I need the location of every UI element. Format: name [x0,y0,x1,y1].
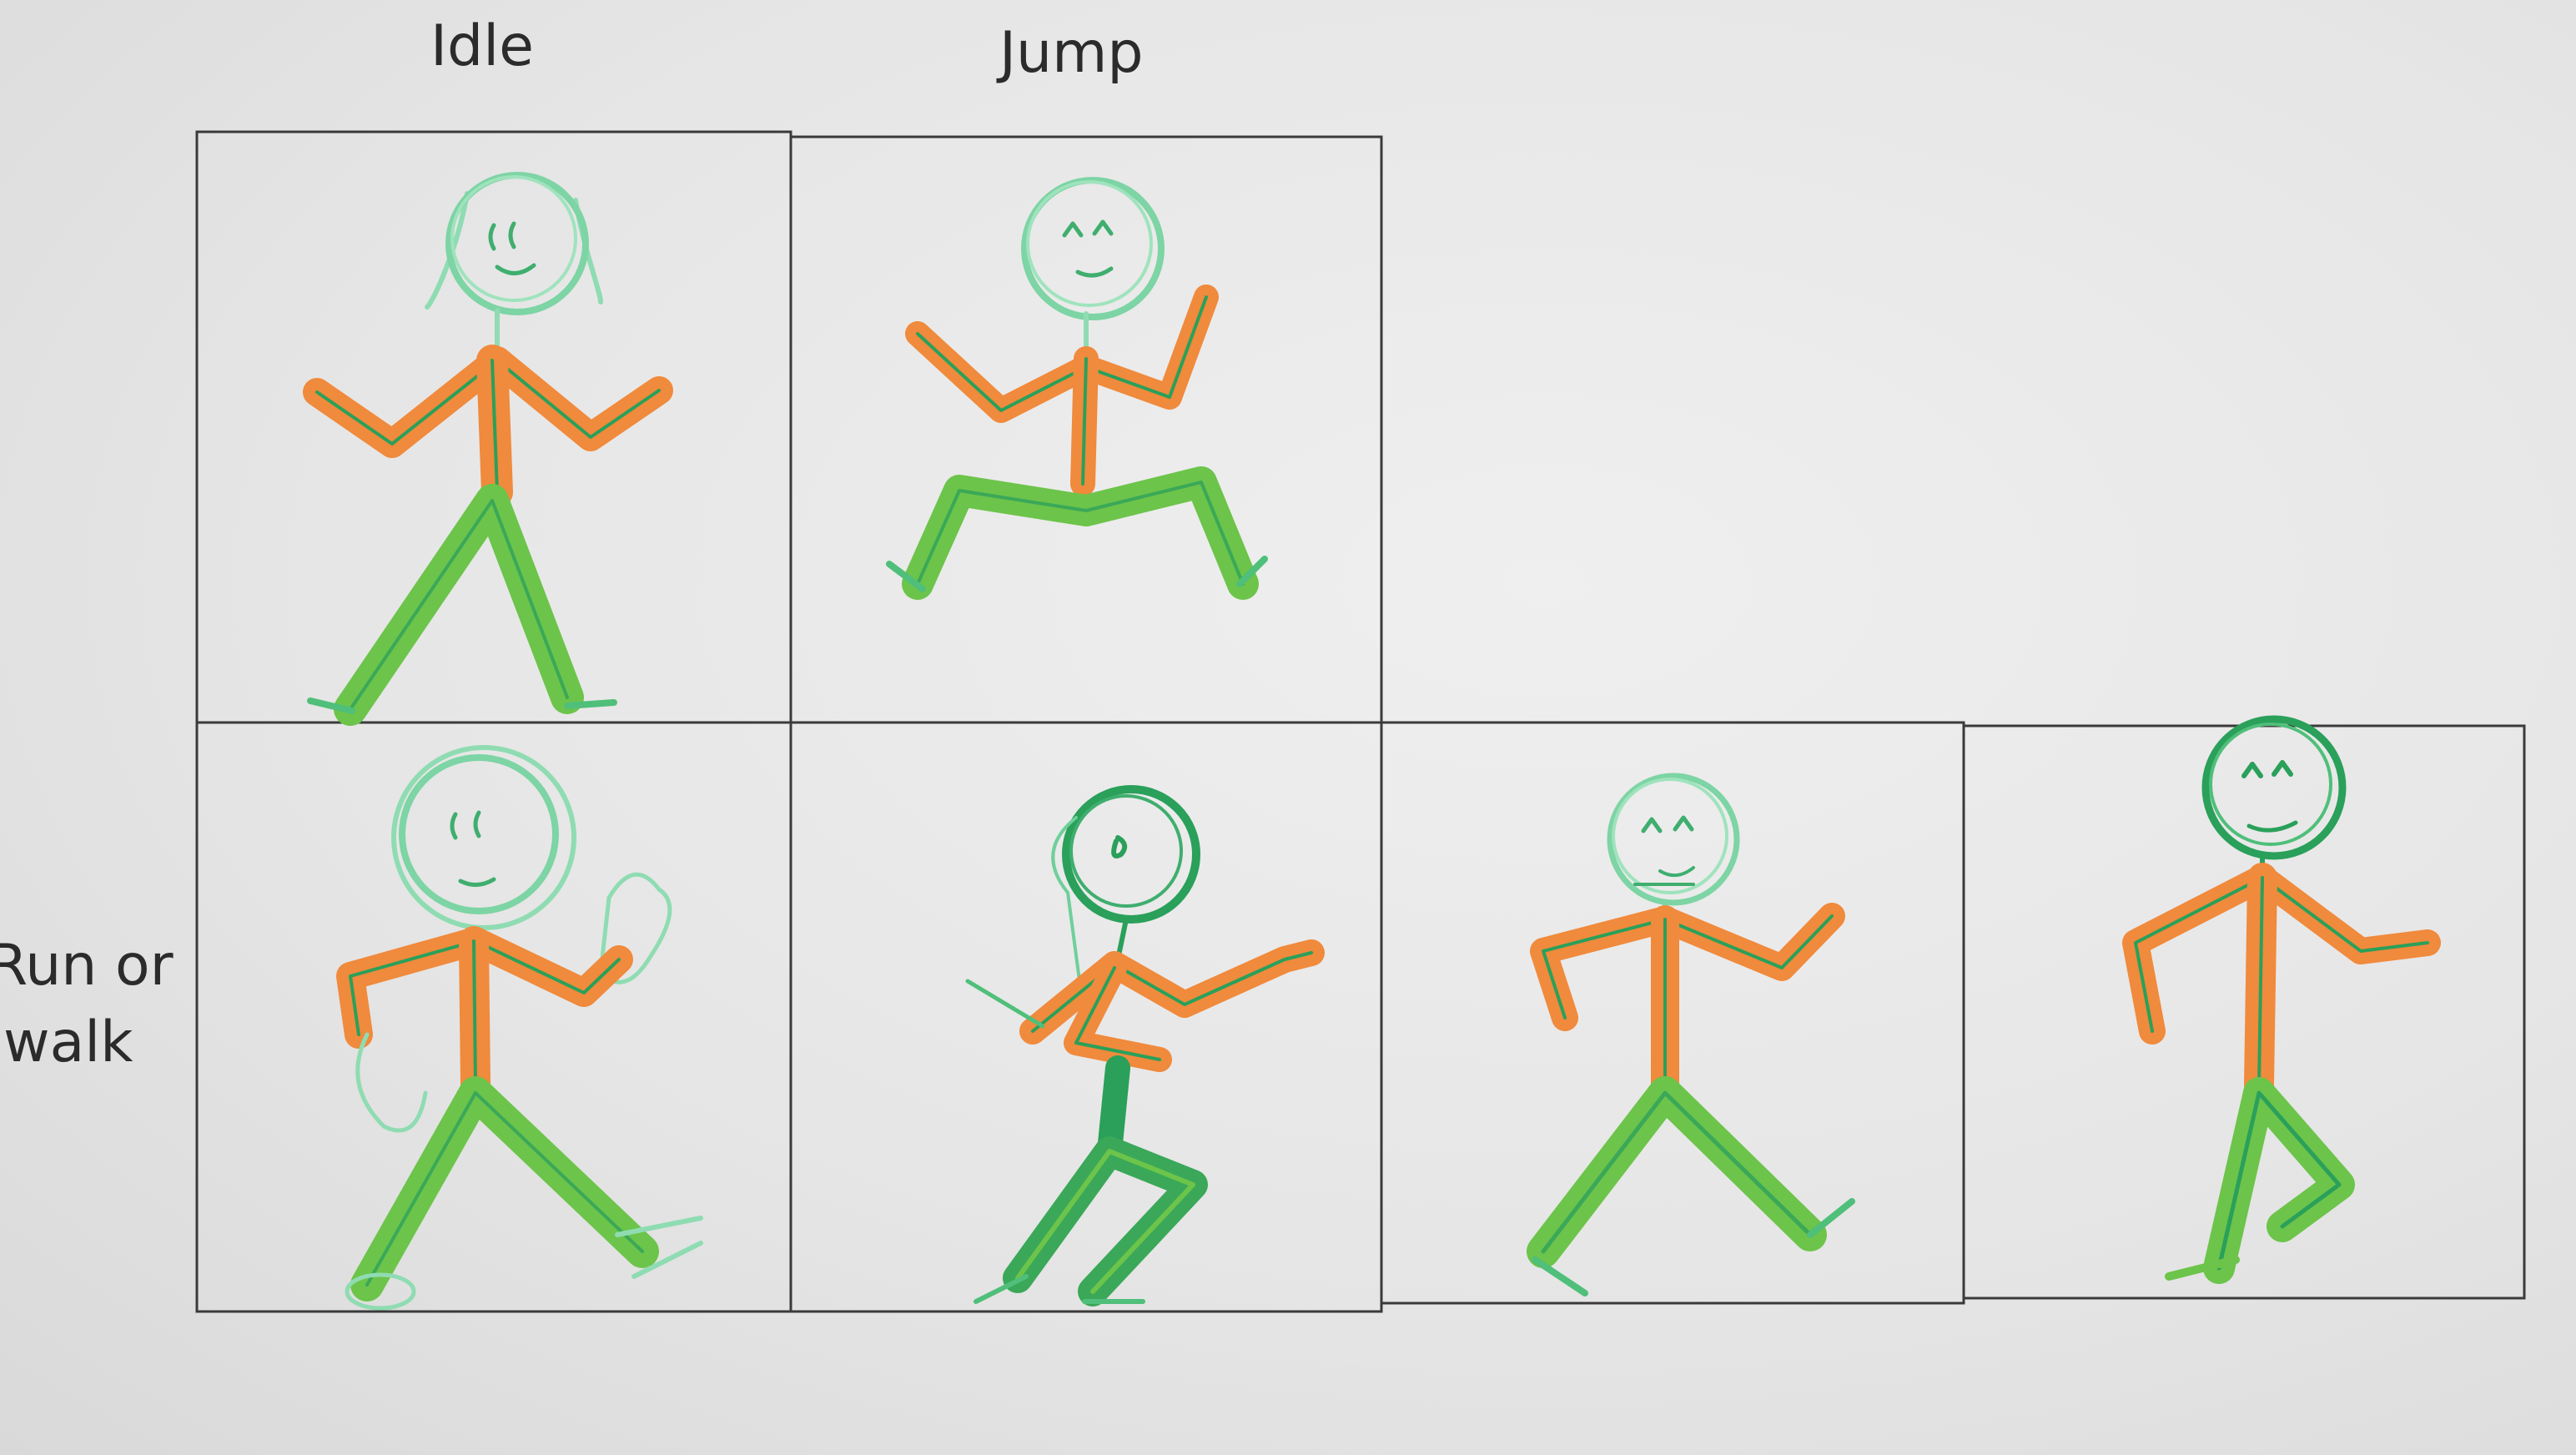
stick-figure-run-4 [2122,715,2441,1284]
stick-figure-run-1 [336,745,703,1311]
label-idle: Idle [430,13,534,79]
frame-run-1 [195,721,792,1313]
stick-figure-run-2 [965,785,1325,1306]
stick-figure-jump [886,177,1268,600]
stick-figure-idle [303,172,673,726]
label-walk: walk [3,1009,133,1075]
label-jump: Jump [999,20,1144,86]
frame-grid [195,130,2526,1313]
stick-figure-run-3 [1527,773,1855,1296]
label-run-or: Run or [0,933,174,999]
